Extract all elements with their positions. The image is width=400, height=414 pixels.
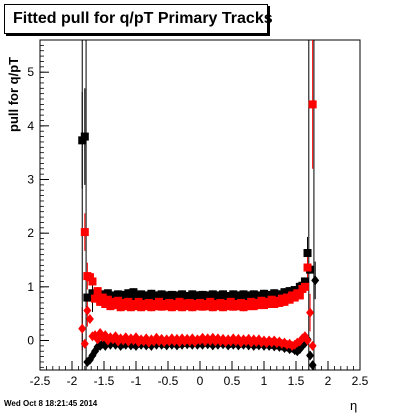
square-marker — [137, 290, 146, 299]
square-marker — [303, 263, 312, 272]
square-marker — [224, 302, 233, 311]
square-marker — [172, 302, 181, 311]
y-tick-label: 4 — [27, 119, 34, 133]
diamond-marker — [311, 275, 320, 286]
square-marker — [247, 297, 256, 306]
square-marker — [285, 295, 294, 304]
y-axis-label: pull for q/pT — [6, 56, 21, 132]
square-marker — [308, 100, 317, 109]
diamond-marker — [306, 307, 315, 318]
square-marker — [103, 295, 112, 304]
square-marker — [280, 297, 289, 306]
square-marker — [88, 277, 97, 286]
diamond-marker — [78, 323, 87, 334]
square-marker — [121, 302, 130, 311]
square-marker — [265, 300, 274, 308]
square-marker — [134, 297, 143, 306]
square-marker — [147, 289, 156, 298]
square-marker — [300, 277, 309, 286]
x-tick-label: 2.5 — [352, 374, 369, 388]
x-tick-label: 1 — [261, 374, 268, 388]
x-tick-label: -2.5 — [30, 374, 51, 388]
x-tick-label: 2 — [325, 374, 332, 388]
y-tick-label: 2 — [27, 226, 34, 240]
square-marker — [208, 290, 217, 299]
diamond-marker — [308, 340, 317, 351]
square-marker — [275, 298, 284, 307]
x-tick-label: 1.5 — [288, 374, 305, 388]
square-marker — [206, 297, 215, 306]
square-marker — [300, 282, 309, 291]
square-marker — [175, 297, 184, 306]
square-marker — [106, 302, 115, 311]
x-tick-label: -0.5 — [158, 374, 179, 388]
square-marker — [229, 290, 238, 299]
square-marker — [124, 297, 133, 306]
square-marker — [126, 292, 135, 301]
square-marker — [257, 296, 266, 305]
timestamp: Wed Oct 8 18:21:45 2014 — [4, 399, 98, 408]
square-marker — [101, 300, 110, 308]
square-marker — [114, 290, 123, 299]
square-marker — [203, 302, 212, 311]
square-marker — [270, 289, 279, 298]
square-marker — [96, 297, 105, 306]
x-axis-label: η — [350, 398, 358, 413]
diamond-marker — [83, 305, 92, 316]
chart-title: Fitted pull for q/pT Primary Tracks — [13, 10, 273, 27]
y-tick-label: 1 — [27, 280, 34, 294]
square-marker — [303, 249, 312, 258]
diamond-marker — [80, 338, 89, 349]
square-marker — [116, 303, 125, 312]
square-marker — [152, 302, 161, 311]
square-marker — [267, 295, 276, 304]
title-box: Fitted pull for q/pT Primary Tracks — [4, 4, 273, 34]
square-marker — [226, 297, 235, 306]
y-tick-label: 3 — [27, 173, 34, 187]
x-tick-label: -1 — [131, 374, 142, 388]
square-marker — [80, 228, 89, 237]
x-tick-label: -1.5 — [94, 374, 115, 388]
square-marker — [132, 302, 140, 311]
square-marker — [114, 296, 123, 305]
diamond-marker — [303, 335, 312, 346]
x-tick-label: 0.5 — [224, 374, 241, 388]
diamond-marker — [306, 350, 315, 361]
square-marker — [111, 301, 120, 310]
y-tick-label: 5 — [27, 65, 34, 79]
x-tick-label: 0 — [197, 374, 204, 388]
square-marker — [157, 290, 166, 299]
y-tick-label: 0 — [27, 333, 34, 347]
diamond-marker — [249, 334, 258, 345]
square-marker — [236, 298, 245, 307]
square-marker — [165, 298, 174, 307]
square-marker — [93, 287, 102, 296]
square-marker — [244, 302, 253, 311]
square-marker — [121, 293, 130, 302]
diamond-marker — [308, 360, 317, 371]
square-marker — [290, 293, 299, 302]
square-marker — [254, 301, 263, 310]
square-marker — [98, 293, 107, 302]
square-marker — [85, 273, 94, 282]
square-marker — [91, 294, 100, 303]
square-marker — [216, 298, 225, 307]
square-marker — [80, 132, 89, 141]
square-marker — [185, 298, 194, 307]
x-tick-label: -2 — [67, 374, 78, 388]
diamond-marker — [85, 314, 94, 325]
square-marker — [85, 293, 94, 302]
square-marker — [144, 298, 153, 307]
square-marker — [155, 297, 164, 306]
square-marker — [295, 291, 304, 300]
